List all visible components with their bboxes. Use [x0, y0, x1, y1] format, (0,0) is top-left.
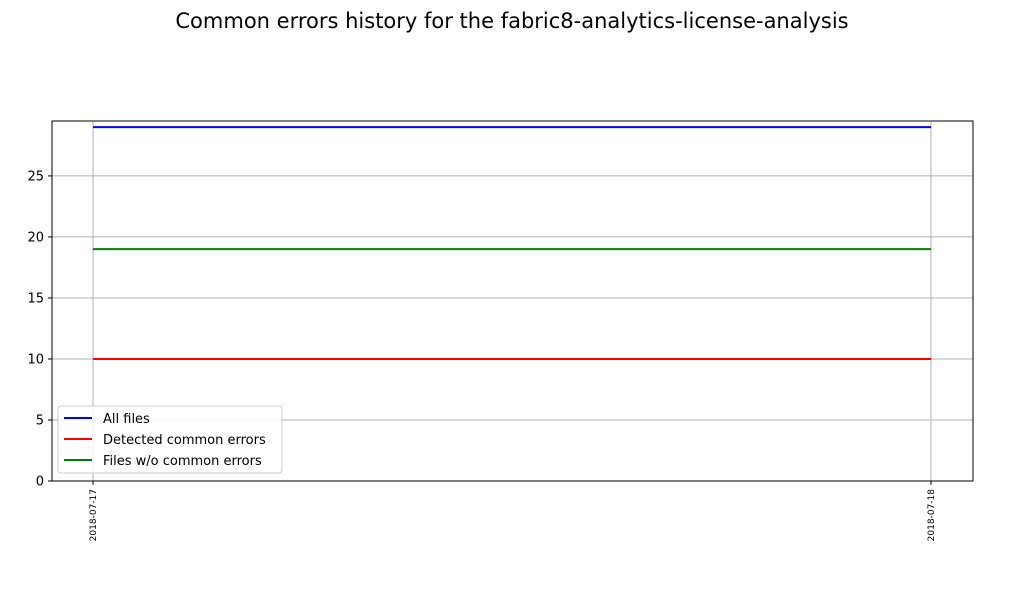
y-tick-label: 10 [27, 352, 44, 367]
y-tick-label: 0 [36, 475, 44, 490]
series-lines [93, 126, 931, 360]
x-tick-label: 2018-07-17 [89, 489, 99, 541]
y-tick-label: 15 [27, 291, 44, 306]
axes: 0 5 10 15 20 25 2018-07-17 2018-07-18 [27, 169, 937, 541]
y-tick-label: 20 [27, 230, 44, 245]
legend-box [57, 405, 283, 474]
legend-label: All files [103, 412, 150, 427]
plot-frame [51, 120, 974, 482]
y-tick-label: 25 [27, 169, 44, 184]
legend-label: Files w/o common errors [103, 454, 262, 469]
chart-title: Common errors history for the fabric8-an… [175, 9, 848, 33]
legend-label: Detected common errors [103, 433, 266, 448]
legend: All files Detected common errors Files w/o… [57, 405, 283, 474]
y-tick-label: 5 [36, 413, 44, 428]
x-tick-label: 2018-07-18 [927, 489, 937, 542]
